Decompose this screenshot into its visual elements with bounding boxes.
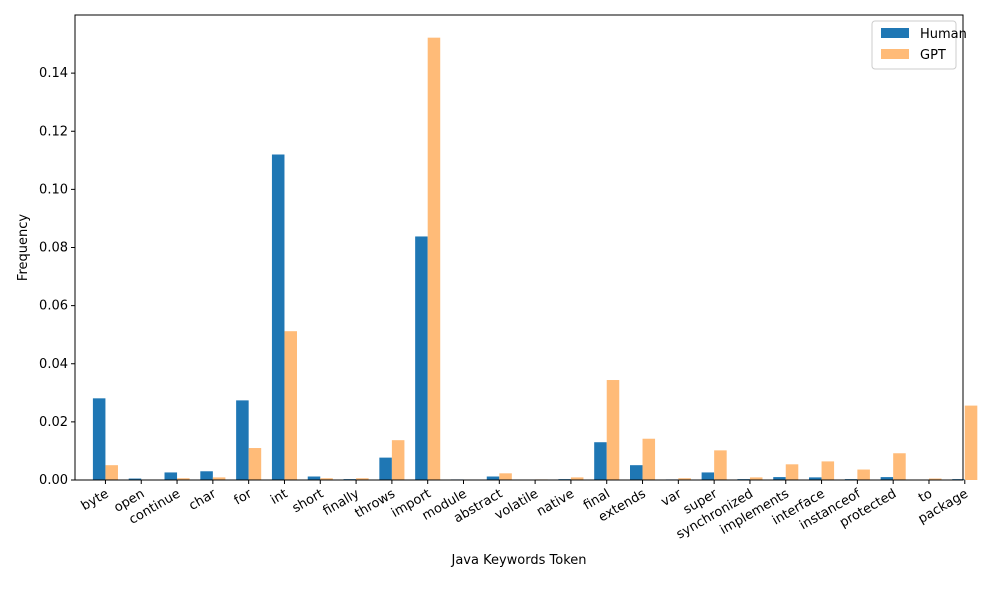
- bar-gpt-byte: [105, 465, 118, 480]
- y-axis: 0.00 0.02 0.04 0.06 0.08 0.10 0.12 0.14: [39, 66, 75, 488]
- y-tick-label: 0.14: [39, 66, 68, 81]
- bars-layer: [93, 38, 977, 480]
- bar-gpt-import: [428, 38, 441, 480]
- x-tick-label-byte: byte: [79, 486, 112, 514]
- bar-human-continue: [165, 472, 178, 480]
- bar-gpt-final: [607, 380, 620, 480]
- x-axis-label: Java Keywords Token: [450, 553, 586, 568]
- legend-label-human: Human: [920, 27, 967, 42]
- x-tick-label-char: char: [186, 486, 219, 514]
- bar-human-short: [308, 477, 321, 480]
- y-tick-label: 0.08: [39, 241, 68, 256]
- y-tick-label: 0.10: [39, 182, 68, 197]
- legend-swatch-human: [881, 28, 909, 38]
- bar-gpt-interface: [822, 461, 835, 480]
- bar-human-for: [236, 400, 249, 480]
- x-tick-label-throws: throws: [352, 486, 398, 521]
- legend-swatch-gpt: [881, 49, 909, 59]
- legend-label-gpt: GPT: [920, 48, 946, 63]
- y-tick-label: 0.00: [39, 473, 68, 488]
- bar-gpt-throws: [392, 440, 405, 480]
- x-tick-label-for: for: [232, 486, 256, 508]
- bar-human-byte: [93, 398, 106, 480]
- bar-human-throws: [379, 458, 392, 480]
- bar-gpt-int: [284, 331, 297, 480]
- bar-gpt-for: [249, 448, 262, 480]
- bar-gpt-implements: [786, 464, 799, 480]
- x-tick-label-int: int: [268, 486, 290, 507]
- y-tick-label: 0.02: [39, 415, 68, 430]
- bar-gpt-protected: [893, 453, 906, 480]
- y-axis-label: Frequency: [16, 214, 31, 281]
- x-tick-label-short: short: [290, 486, 326, 516]
- bar-human-char: [200, 471, 213, 480]
- bar-human-int: [272, 155, 285, 481]
- y-tick-label: 0.04: [39, 357, 68, 372]
- bar-gpt-package: [965, 406, 978, 480]
- x-tick-label-native: native: [534, 486, 577, 519]
- bar-gpt-extends: [643, 439, 656, 480]
- plot-frame: [75, 15, 963, 480]
- bar-human-extends: [630, 465, 643, 480]
- x-tick-label-to: to: [916, 486, 935, 506]
- y-tick-label: 0.06: [39, 299, 68, 314]
- bar-human-abstract: [487, 477, 500, 480]
- bar-gpt-instanceof: [857, 470, 870, 480]
- bar-gpt-abstract: [499, 473, 512, 480]
- bar-gpt-super: [714, 450, 727, 480]
- bar-human-super: [702, 472, 715, 480]
- y-tick-label: 0.12: [39, 124, 68, 139]
- legend: Human GPT: [872, 21, 967, 69]
- bar-human-import: [415, 236, 428, 480]
- bar-human-final: [594, 442, 607, 480]
